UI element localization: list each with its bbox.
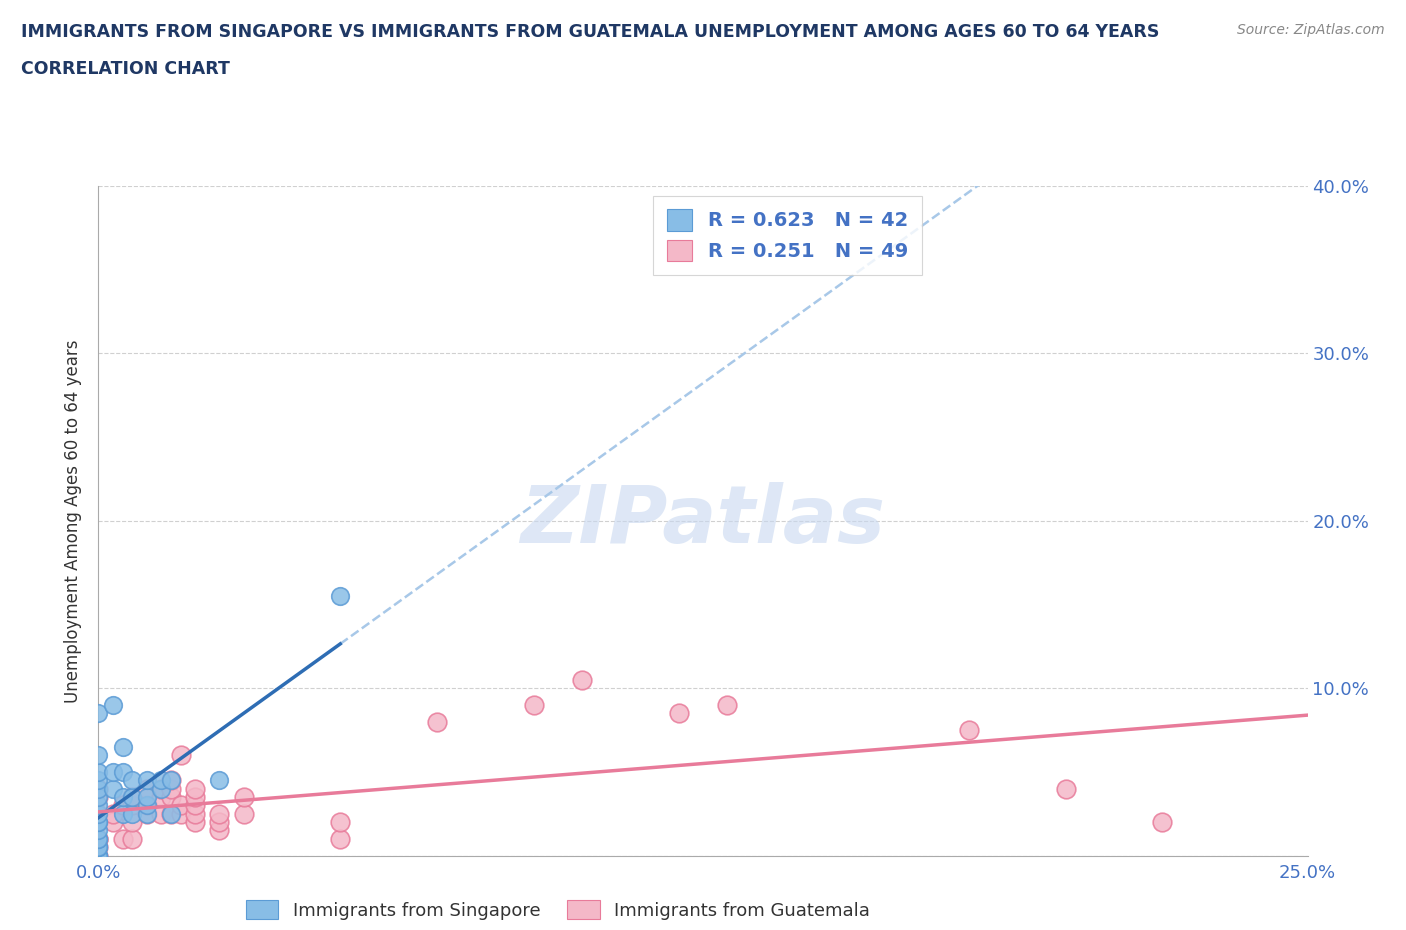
Point [87,806,110,821]
Point [121,790,143,804]
Point [150,781,173,796]
Point [160,806,183,821]
Point [87,831,110,846]
Text: CORRELATION CHART: CORRELATION CHART [21,60,231,78]
Point [121,831,143,846]
Point [111,798,134,813]
Point [87,831,110,846]
Point [716,698,738,712]
Point [135,806,157,821]
Point [329,831,352,846]
Point [87,848,110,863]
Point [208,773,231,788]
Point [135,790,157,804]
Point [87,840,110,855]
Point [111,806,134,821]
Point [135,781,157,796]
Point [184,815,207,830]
Point [150,806,173,821]
Point [523,698,546,712]
Point [329,815,352,830]
Point [87,848,110,863]
Point [87,798,110,813]
Point [101,806,124,821]
Point [169,748,191,763]
Point [150,781,173,796]
Point [101,764,124,779]
Point [957,723,980,737]
Point [150,790,173,804]
Point [135,806,157,821]
Point [87,848,110,863]
Point [87,815,110,830]
Point [150,773,173,788]
Point [87,840,110,855]
Point [87,748,110,763]
Point [87,831,110,846]
Point [135,798,157,813]
Point [121,806,143,821]
Point [101,815,124,830]
Point [135,798,157,813]
Point [121,815,143,830]
Point [121,773,143,788]
Point [87,815,110,830]
Point [169,798,191,813]
Point [87,781,110,796]
Point [111,831,134,846]
Text: ZIPatlas: ZIPatlas [520,482,886,560]
Y-axis label: Unemployment Among Ages 60 to 64 years: Unemployment Among Ages 60 to 64 years [63,339,82,702]
Point [426,714,449,729]
Point [111,739,134,754]
Point [169,806,191,821]
Point [87,848,110,863]
Point [160,773,183,788]
Point [87,790,110,804]
Point [232,806,254,821]
Point [121,798,143,813]
Point [121,790,143,804]
Point [668,706,690,721]
Point [1152,815,1174,830]
Point [87,815,110,830]
Point [184,806,207,821]
Point [87,806,110,821]
Point [87,790,110,804]
Point [184,790,207,804]
Point [329,589,352,604]
Point [1054,781,1077,796]
Point [184,798,207,813]
Text: IMMIGRANTS FROM SINGAPORE VS IMMIGRANTS FROM GUATEMALA UNEMPLOYMENT AMONG AGES 6: IMMIGRANTS FROM SINGAPORE VS IMMIGRANTS … [21,23,1160,41]
Point [87,823,110,838]
Point [160,790,183,804]
Point [232,790,254,804]
Point [87,764,110,779]
Point [87,706,110,721]
Point [87,840,110,855]
Point [571,672,593,687]
Point [184,781,207,796]
Point [87,773,110,788]
Point [87,840,110,855]
Point [160,781,183,796]
Text: Source: ZipAtlas.com: Source: ZipAtlas.com [1237,23,1385,37]
Point [208,823,231,838]
Point [101,781,124,796]
Point [87,831,110,846]
Point [87,848,110,863]
Point [208,806,231,821]
Point [87,848,110,863]
Point [111,790,134,804]
Point [160,806,183,821]
Point [135,773,157,788]
Point [111,764,134,779]
Point [208,815,231,830]
Point [87,848,110,863]
Legend: R = 0.623   N = 42, R = 0.251   N = 49: R = 0.623 N = 42, R = 0.251 N = 49 [654,195,922,275]
Point [87,781,110,796]
Point [101,698,124,712]
Point [160,773,183,788]
